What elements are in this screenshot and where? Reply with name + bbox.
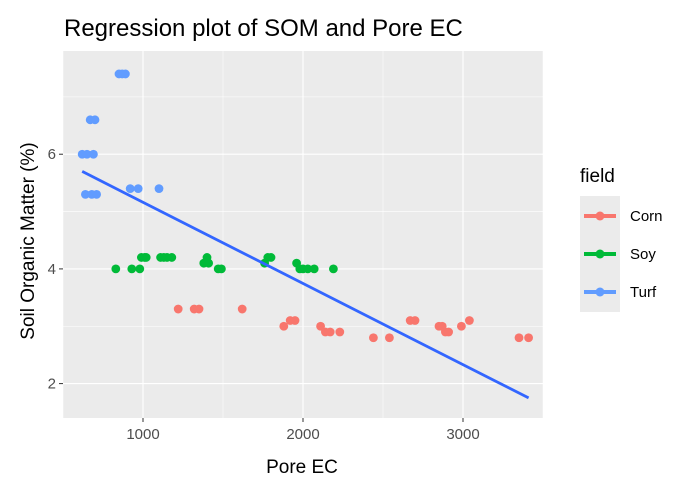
regression-line: [81, 170, 530, 400]
legend-key-soy-point: [595, 249, 605, 259]
point-turf: [121, 69, 130, 79]
data-points: [77, 69, 533, 343]
legend-label-corn: Corn: [630, 208, 663, 225]
x-tick-label: 3000: [446, 426, 479, 443]
legend-label-soy: Soy: [630, 246, 656, 263]
point-corn: [457, 321, 466, 331]
point-turf: [82, 149, 92, 159]
point-corn: [385, 333, 394, 343]
point-corn: [237, 304, 247, 314]
point-corn: [524, 333, 533, 343]
point-turf: [133, 184, 143, 194]
point-soy: [217, 264, 226, 274]
y-tick-label: 2: [48, 376, 56, 393]
point-corn: [410, 316, 420, 325]
point-corn: [444, 327, 453, 337]
point-turf: [154, 184, 164, 194]
legend-key-corn-point: [595, 211, 605, 221]
point-soy: [204, 258, 214, 268]
point-turf: [81, 189, 90, 199]
point-corn: [290, 316, 300, 325]
point-corn: [514, 333, 524, 343]
point-soy: [303, 264, 313, 274]
legend-item-soy: Soy: [584, 246, 656, 263]
legend: field Corn Soy Turf: [580, 166, 663, 312]
x-tick-label: 2000: [286, 426, 319, 443]
point-turf: [89, 149, 98, 159]
y-tick-label: 6: [48, 146, 56, 163]
y-axis-title: Soil Organic Matter (%): [18, 142, 39, 339]
point-soy: [135, 264, 145, 274]
point-corn: [279, 321, 289, 331]
legend-item-corn: Corn: [584, 208, 663, 225]
legend-label-turf: Turf: [630, 284, 657, 301]
legend-item-turf: Turf: [584, 284, 657, 301]
point-soy: [309, 264, 319, 274]
point-corn: [325, 327, 335, 337]
point-corn: [465, 316, 474, 325]
chart-title: Regression plot of SOM and Pore EC: [64, 15, 463, 42]
axis-ticks: 1000 2000 3000 2 4 6: [48, 146, 480, 443]
x-tick-label: 1000: [126, 426, 159, 443]
point-soy: [266, 253, 276, 262]
legend-title: field: [580, 166, 615, 187]
y-tick-label: 4: [48, 261, 56, 278]
legend-key-turf-point: [595, 287, 605, 297]
point-soy: [329, 264, 338, 274]
point-soy: [111, 264, 121, 274]
point-corn: [369, 333, 378, 343]
x-axis-title: Pore EC: [266, 457, 338, 478]
point-soy: [127, 264, 137, 274]
point-corn: [173, 304, 183, 314]
point-turf: [90, 115, 100, 125]
point-turf: [125, 184, 135, 194]
point-soy: [141, 253, 151, 262]
point-corn: [335, 327, 345, 337]
point-corn: [194, 304, 204, 314]
point-turf: [92, 189, 101, 199]
regression-line-group: [81, 170, 530, 400]
point-soy: [167, 253, 177, 262]
